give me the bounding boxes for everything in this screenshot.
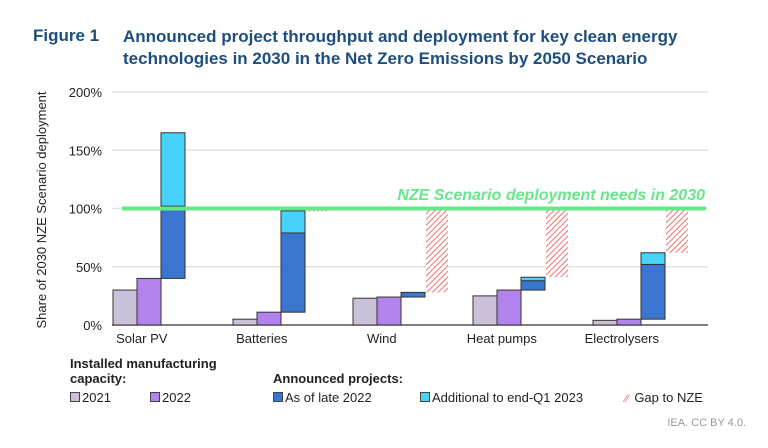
bar-projects-additional bbox=[160, 132, 186, 207]
legend-swatch bbox=[420, 392, 430, 402]
y-tick-label: 50% bbox=[76, 260, 102, 275]
bar-gap-to-nze bbox=[546, 208, 568, 278]
x-tick-label: Wind bbox=[367, 331, 397, 346]
legend-item-late-2022: As of late 2022 bbox=[273, 390, 372, 405]
bar-projects-late-2022 bbox=[640, 263, 666, 320]
x-tick-label: Heat pumps bbox=[467, 331, 538, 346]
legend-header-projects: Announced projects: bbox=[273, 371, 404, 386]
y-axis-label: Share of 2030 NZE Scenario deployment bbox=[34, 91, 49, 328]
bar-2022 bbox=[376, 296, 402, 326]
figure-label: Figure 1 bbox=[33, 26, 100, 45]
x-tick-label: Batteries bbox=[236, 331, 288, 346]
hatch-icon: ⁄⁄ bbox=[625, 393, 629, 405]
bar-projects-late-2022 bbox=[160, 205, 186, 279]
legend-swatch bbox=[273, 392, 283, 402]
bar-2021 bbox=[232, 318, 258, 326]
legend-label: Additional to end-Q1 2023 bbox=[432, 390, 584, 405]
legend-label: As of late 2022 bbox=[285, 390, 372, 405]
bar-2021 bbox=[352, 297, 378, 326]
legend-label: Gap to NZE bbox=[634, 390, 703, 405]
bar-2022 bbox=[256, 311, 282, 326]
y-tick-label: 0% bbox=[83, 318, 102, 333]
chart-title: Announced project throughput and deploym… bbox=[123, 27, 678, 68]
bar-projects-additional bbox=[280, 210, 306, 234]
bar-gap-to-nze bbox=[426, 208, 448, 293]
legend-item-2022: 2022 bbox=[150, 390, 191, 405]
bar-projects-late-2022 bbox=[280, 232, 306, 313]
legend-swatch bbox=[150, 392, 160, 402]
bar-2022 bbox=[616, 318, 642, 326]
legend-header-installed: Installed manufacturing capacity: bbox=[70, 356, 217, 386]
bar-2022 bbox=[136, 277, 162, 326]
y-tick-label: 150% bbox=[69, 143, 103, 158]
bar-projects-additional bbox=[520, 276, 546, 282]
bar-projects-late-2022 bbox=[520, 280, 546, 291]
credit: IEA. CC BY 4.0. bbox=[667, 417, 746, 429]
legend-item-gap: ⁄⁄ Gap to NZE bbox=[625, 390, 703, 405]
legend-label: 2022 bbox=[162, 390, 191, 405]
bar-2021 bbox=[592, 319, 618, 326]
legend-swatch bbox=[70, 392, 80, 402]
x-tick-label: Solar PV bbox=[116, 331, 168, 346]
bar-2022 bbox=[496, 289, 522, 326]
bar-projects-additional bbox=[640, 252, 666, 265]
y-tick-label: 100% bbox=[69, 202, 103, 217]
x-tick-label: Electrolysers bbox=[585, 331, 660, 346]
legend-item-additional: Additional to end-Q1 2023 bbox=[420, 390, 583, 405]
bar-2021 bbox=[112, 289, 138, 326]
legend-item-2021: 2021 bbox=[70, 390, 111, 405]
bar-projects-late-2022 bbox=[400, 291, 426, 298]
legend-label: 2021 bbox=[82, 390, 111, 405]
y-tick-label: 200% bbox=[69, 85, 103, 100]
reference-line-label: NZE Scenario deployment needs in 2030 bbox=[397, 187, 705, 204]
bar-gap-to-nze bbox=[666, 208, 688, 253]
bar-2021 bbox=[472, 295, 498, 326]
